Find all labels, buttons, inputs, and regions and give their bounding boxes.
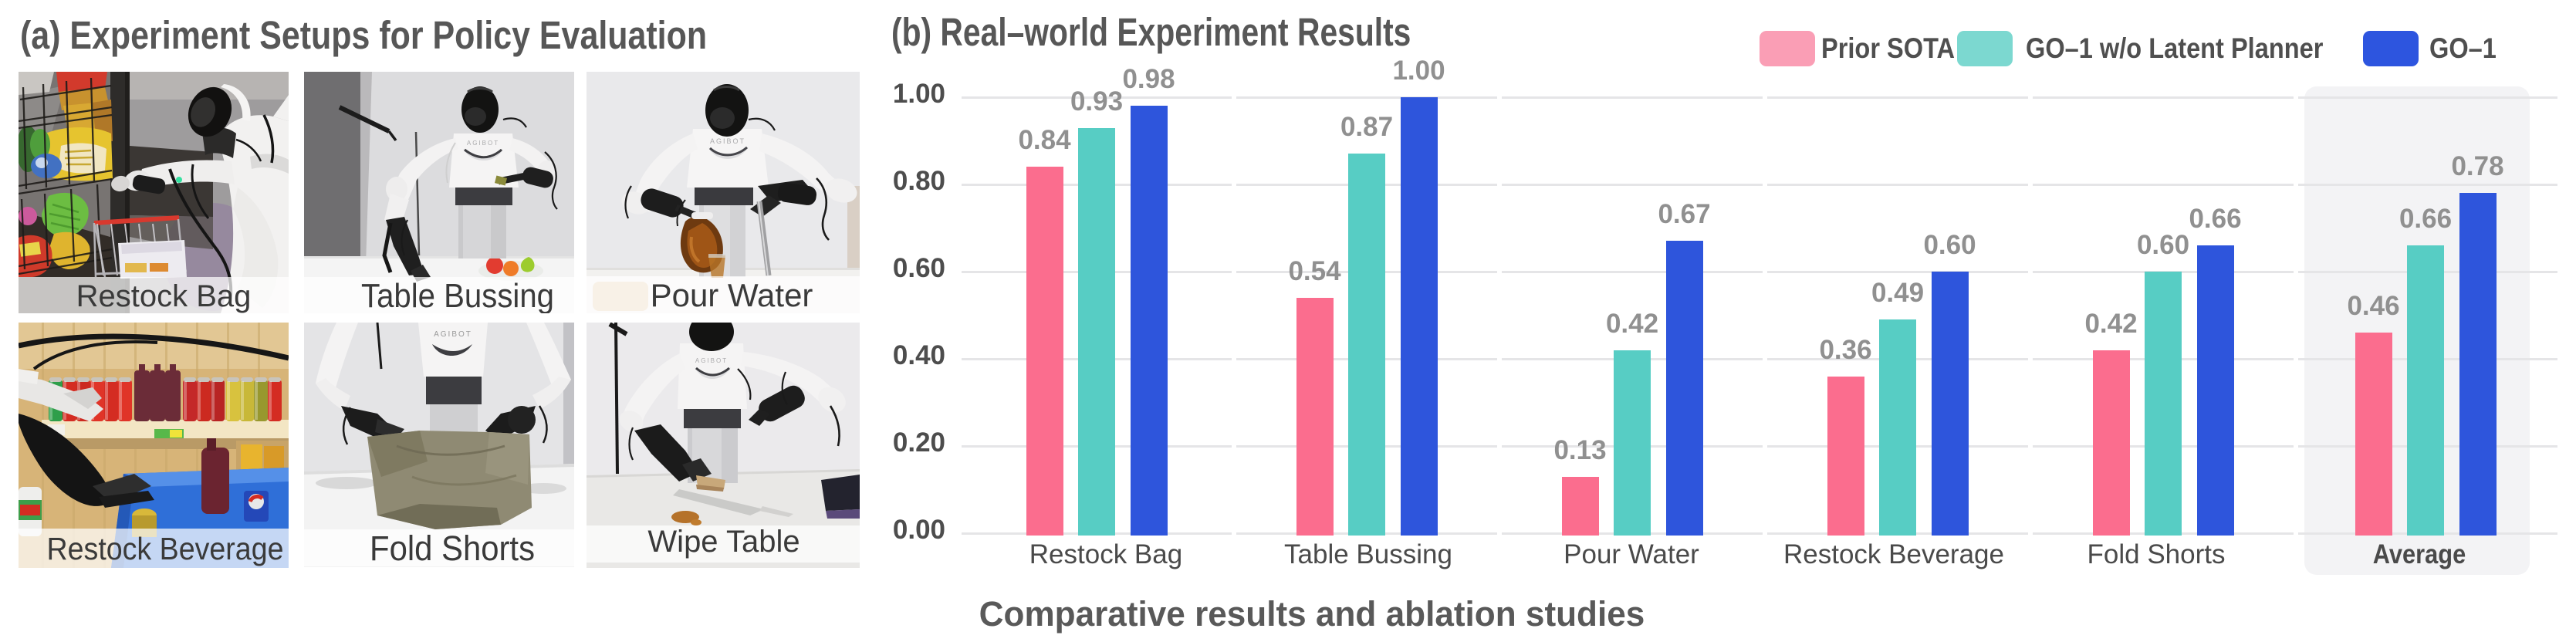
svg-text:AGIBOT: AGIBOT [710,137,745,145]
svg-text:Fold Shorts: Fold Shorts [370,529,535,567]
svg-text:Pour Water: Pour Water [651,277,813,313]
svg-text:AGIBOT: AGIBOT [695,357,728,364]
svg-text:Wipe Table: Wipe Table [647,525,800,559]
svg-text:AGIBOT: AGIBOT [434,330,472,339]
svg-text:Restock Bag: Restock Bag [76,279,252,313]
svg-text:Table Bussing: Table Bussing [361,277,554,313]
svg-text:AGIBOT: AGIBOT [467,140,499,147]
svg-text:Restock Beverage: Restock Beverage [47,531,284,566]
